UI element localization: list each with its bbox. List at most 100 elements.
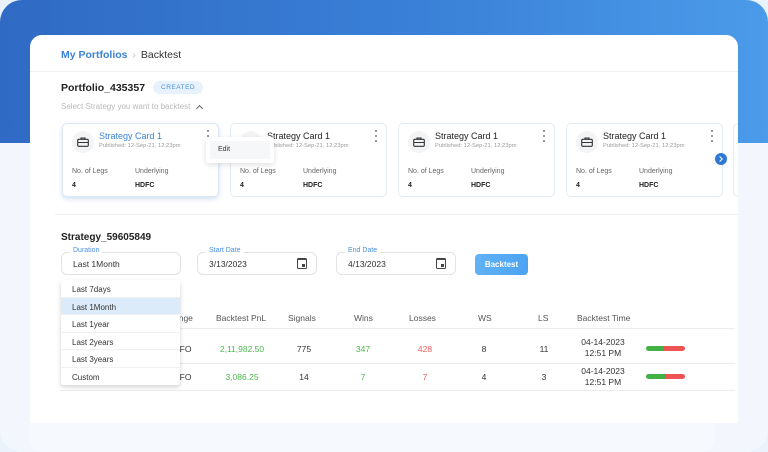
strategy-card-published: Published: 12-Sep-21, 12:23pm — [435, 143, 517, 149]
end-date-input[interactable]: End Date 4/13/2023 — [336, 247, 456, 275]
row-divider — [60, 328, 735, 329]
underlying-value: HDFC — [135, 182, 155, 189]
strategy-card-published: Published: 12-Sep-21, 12:23pm — [603, 143, 685, 149]
cell-ls: 11 — [539, 344, 549, 354]
backtest-button[interactable]: Backtest — [475, 254, 528, 275]
strategy-card-1[interactable]: Strategy Card 1 Published: 12-Sep-21, 12… — [62, 123, 219, 197]
strategy-card-title[interactable]: Strategy Card 1 — [99, 131, 163, 141]
strategy-card-title[interactable]: Strategy Card 1 — [435, 131, 499, 141]
strategy-card-4[interactable]: Strategy Card 1 Published: 12-Sep-21, 12… — [566, 123, 723, 197]
more-options-icon[interactable] — [710, 130, 714, 142]
portfolio-name: Portfolio_435357 — [61, 81, 146, 94]
legs-label: No. of Legs — [576, 168, 612, 175]
col-header-losses: Losses — [409, 313, 436, 323]
strategy-card-5-partial[interactable] — [733, 123, 738, 197]
cell-backtest-time: 12:51 PM — [584, 348, 622, 358]
chevron-up-icon[interactable] — [196, 104, 204, 112]
underlying-label: Underlying — [471, 168, 505, 175]
loss-segment — [665, 374, 685, 379]
start-date-input[interactable]: Start Date 3/13/2023 — [197, 247, 317, 275]
cell-losses: 7 — [422, 372, 428, 382]
cell-backtest-time: 12:51 PM — [584, 377, 622, 387]
cell-wins: 347 — [355, 344, 371, 354]
win-loss-ratio-bar — [646, 374, 685, 379]
underlying-value: HDFC — [471, 182, 491, 189]
underlying-value: HDFC — [303, 182, 323, 189]
breadcrumb-current: Backtest — [140, 49, 182, 61]
duration-option-last-1year[interactable]: Last 1year — [61, 315, 180, 333]
duration-label: Duration — [70, 247, 103, 254]
breadcrumb-my-portfolios[interactable]: My Portfolios — [61, 49, 128, 61]
status-badge: CREATED — [153, 81, 204, 94]
underlying-label: Underlying — [135, 168, 169, 175]
underlying-value: HDFC — [639, 182, 659, 189]
legs-value: 4 — [576, 182, 580, 189]
col-header-backtest-pnl: Backtest PnL — [216, 313, 267, 323]
strategy-card-published: Published: 12-Sep-21, 12:23pm — [267, 143, 349, 149]
menu-item-edit[interactable]: Edit — [210, 141, 270, 159]
cell-exchange: EFO — [174, 372, 192, 382]
loss-segment — [663, 346, 685, 351]
briefcase-icon — [576, 131, 598, 153]
breadcrumb: My Portfolios › Backtest — [61, 49, 181, 61]
card-context-menu: Edit — [206, 137, 274, 163]
row-divider — [60, 363, 735, 364]
end-date-value: 4/13/2023 — [348, 259, 386, 269]
cell-backtest-date: 04-14-2023 — [581, 337, 625, 347]
cell-wins: 7 — [360, 372, 366, 382]
calendar-icon[interactable] — [297, 258, 307, 269]
breadcrumb-separator-icon: › — [132, 49, 136, 61]
briefcase-icon — [72, 131, 94, 153]
underlying-label: Underlying — [639, 168, 673, 175]
legs-label: No. of Legs — [72, 168, 108, 175]
win-loss-ratio-bar — [646, 346, 685, 351]
more-options-icon[interactable] — [374, 130, 378, 142]
col-header-signals: Signals — [288, 313, 316, 323]
strategy-card-title[interactable]: Strategy Card 1 — [603, 131, 667, 141]
cell-ls: 3 — [541, 372, 547, 382]
duration-option-last-3years[interactable]: Last 3years — [61, 350, 180, 368]
cell-exchange: EFO — [174, 344, 192, 354]
legs-value: 4 — [72, 182, 76, 189]
duration-option-custom[interactable]: Custom — [72, 372, 100, 382]
strategy-card-published: Published: 12-Sep-21, 12:23pm — [99, 143, 181, 149]
strategy-card-3[interactable]: Strategy Card 1 Published: 12-Sep-21, 12… — [398, 123, 555, 197]
cell-pnl: 2,11,982.50 — [219, 344, 265, 354]
legs-label: No. of Legs — [408, 168, 444, 175]
panel-footer — [30, 422, 714, 452]
legs-value: 4 — [408, 182, 412, 189]
duration-option-last-1month[interactable]: Last 1Month — [61, 297, 180, 315]
cell-backtest-date: 04-14-2023 — [581, 366, 625, 376]
strategy-card-title[interactable]: Strategy Card 1 — [267, 131, 331, 141]
divider — [30, 71, 738, 72]
calendar-icon[interactable] — [436, 258, 446, 269]
select-strategy-toggle[interactable]: Select Strategy you want to backtest — [61, 102, 204, 112]
carousel-next-button[interactable] — [715, 153, 727, 165]
legs-value: 4 — [240, 182, 244, 189]
strategy-name: Strategy_59605849 — [61, 232, 152, 243]
cell-signals: 14 — [299, 372, 309, 382]
duration-option-last-2years[interactable]: Last 2years — [61, 333, 180, 350]
select-strategy-hint: Select Strategy you want to backtest — [61, 102, 191, 111]
col-header-exchange: ange — [174, 313, 193, 323]
cell-pnl: 3,086.25 — [225, 372, 259, 382]
duration-option-last-7days[interactable]: Last 7days — [61, 280, 180, 298]
col-header-wins: Wins — [354, 313, 373, 323]
start-date-value: 3/13/2023 — [209, 259, 247, 269]
cell-ws: 4 — [481, 372, 487, 382]
win-segment — [646, 346, 664, 351]
col-header-ws: WS — [478, 313, 492, 323]
col-header-ls: LS — [538, 313, 549, 323]
backtest-panel: My Portfolios › Backtest Portfolio_43535… — [30, 35, 738, 423]
win-segment — [646, 374, 666, 379]
briefcase-icon — [408, 131, 430, 153]
more-options-icon[interactable] — [542, 130, 546, 142]
col-header-backtest-time: Backtest Time — [577, 313, 631, 323]
duration-value: Last 1Month — [73, 259, 120, 269]
end-date-label: End Date — [345, 247, 381, 254]
cell-ws: 8 — [481, 344, 487, 354]
duration-select[interactable]: Duration Last 1Month — [61, 247, 181, 275]
legs-label: No. of Legs — [240, 168, 276, 175]
underlying-label: Underlying — [303, 168, 337, 175]
